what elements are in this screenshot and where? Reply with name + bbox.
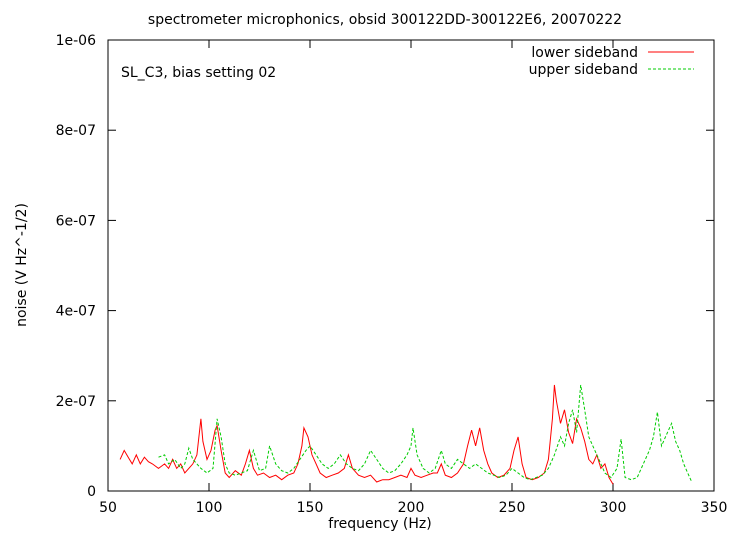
- series-line-upper: [158, 384, 693, 483]
- series-group: [119, 384, 693, 485]
- x-tick-label: 150: [297, 500, 324, 516]
- y-tick-label: 6e-07: [56, 213, 96, 229]
- legend-label-lower: lower sideband: [531, 45, 638, 61]
- y-tick-label: 0: [87, 484, 96, 500]
- y-tick-label: 4e-07: [56, 304, 96, 320]
- x-tick-label: 200: [398, 500, 425, 516]
- annotation-text: SL_C3, bias setting 02: [121, 65, 276, 81]
- x-ticks: 50 100 150 200 250 300 350: [99, 40, 727, 516]
- x-axis-label: frequency (Hz): [328, 516, 431, 532]
- x-tick-label: 350: [701, 500, 728, 516]
- legend-label-upper: upper sideband: [529, 62, 638, 78]
- chart-title: spectrometer microphonics, obsid 300122D…: [148, 12, 622, 28]
- y-axis-label: noise (V Hz^-1/2): [14, 203, 30, 327]
- x-tick-label: 250: [499, 500, 526, 516]
- y-ticks: 0 2e-07 4e-07 6e-07 8e-07 1e-06: [56, 33, 714, 500]
- legend: lower sideband upper sideband: [529, 45, 694, 78]
- y-tick-label: 2e-07: [56, 394, 96, 410]
- series-line-lower: [119, 384, 614, 485]
- y-tick-label: 1e-06: [56, 33, 96, 49]
- x-tick-label: 100: [196, 500, 223, 516]
- plot-frame: [107, 39, 715, 492]
- y-tick-label: 8e-07: [56, 123, 96, 139]
- x-tick-label: 300: [600, 500, 627, 516]
- x-tick-label: 50: [99, 500, 117, 516]
